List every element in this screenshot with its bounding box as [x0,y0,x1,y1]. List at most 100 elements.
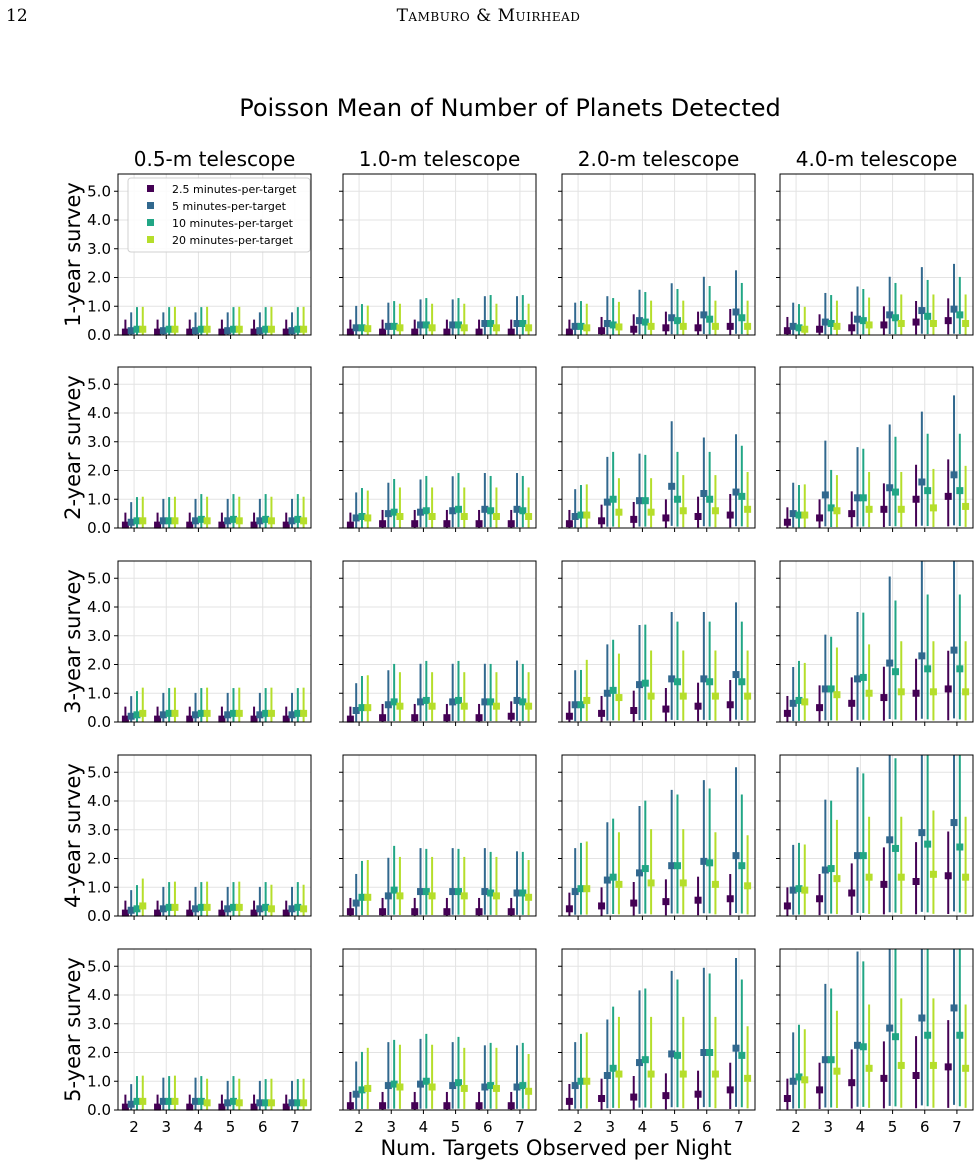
data-point [795,696,803,704]
data-point [603,689,611,697]
y-tick-label: 4.0 [87,792,111,810]
data-point [891,1033,899,1041]
data-point [609,495,617,503]
data-point [732,1044,740,1052]
panel-frame [117,560,312,723]
data-point [630,707,638,714]
data-point [262,903,270,911]
series-3 [577,621,746,722]
panel-r3-c3 [558,560,756,726]
series-2 [352,473,521,528]
data-point [203,517,211,525]
data-point [300,1099,308,1107]
data-point [154,909,162,917]
data-point [384,510,392,518]
series-4 [801,294,970,335]
data-point [816,704,824,712]
data-point [577,511,585,519]
data-point [352,514,360,522]
data-point [197,709,205,717]
data-point [127,712,135,720]
data-point [886,659,894,667]
series-1 [121,319,290,336]
data-point [673,495,681,503]
data-point [379,1102,387,1110]
data-point [962,1064,970,1072]
panel-r5-c3: 2 3 4 5 6 7 [558,948,756,1136]
data-point [460,1084,468,1092]
data-point [789,699,797,707]
y-tick-label: 5.0 [87,569,111,587]
x-tick-label: 3 [386,1118,396,1136]
data-point [615,880,623,888]
series-3 [358,472,527,528]
data-point [481,320,489,327]
data-point [598,517,606,525]
data-point [801,886,809,894]
series-4 [801,465,970,528]
panel-frame [342,948,537,1111]
series-3 [577,282,746,335]
data-point [475,1102,483,1110]
legend-swatch [147,202,154,209]
data-point [706,1049,714,1056]
data-point [384,1082,392,1090]
data-point [801,511,809,519]
series-1 [783,831,952,916]
data-point [924,312,932,320]
data-point [256,905,264,913]
data-point [379,714,387,722]
series-3 [358,295,527,335]
data-point [801,1076,809,1084]
data-point [615,323,623,331]
data-point [218,715,226,723]
series-3 [133,1076,302,1110]
data-point [700,490,708,497]
data-point [267,905,275,913]
x-tick-label: 2 [354,1118,364,1136]
data-point [396,513,404,520]
y-tick-label: 1.0 [87,490,111,508]
data-point [897,873,905,881]
data-point [224,1099,232,1107]
series-3 [133,494,302,528]
data-point [133,905,141,913]
data-point [821,1056,829,1064]
data-point [694,513,702,520]
data-point [481,888,489,896]
data-point [700,857,708,865]
series-2 [352,1038,521,1110]
data-point [507,712,515,720]
series-4 [364,303,533,335]
x-tick-label: 5 [226,1118,236,1136]
data-point [454,505,462,513]
data-point [711,692,719,700]
data-point [738,1051,746,1059]
data-point [379,908,387,916]
data-point [912,689,920,697]
data-point [358,704,366,712]
data-point [525,324,533,332]
data-point [694,324,702,332]
data-point [662,514,670,522]
data-point [929,1061,937,1069]
data-point [783,1095,791,1102]
data-point [801,698,809,706]
data-point [235,325,243,333]
data-point [744,322,752,330]
series-2 [352,848,521,916]
series-2 [127,312,296,335]
data-point [139,902,147,910]
data-point [854,315,862,323]
data-point [475,520,483,528]
data-point [203,903,211,911]
data-point [203,325,211,333]
y-tick-label: 3.0 [87,821,111,839]
legend-label: 10 minutes-per-target [172,217,294,230]
data-point [235,517,243,525]
data-point [944,1063,952,1071]
data-point [641,318,649,326]
data-point [267,1099,275,1107]
legend-box [127,177,311,253]
data-point [384,322,392,330]
